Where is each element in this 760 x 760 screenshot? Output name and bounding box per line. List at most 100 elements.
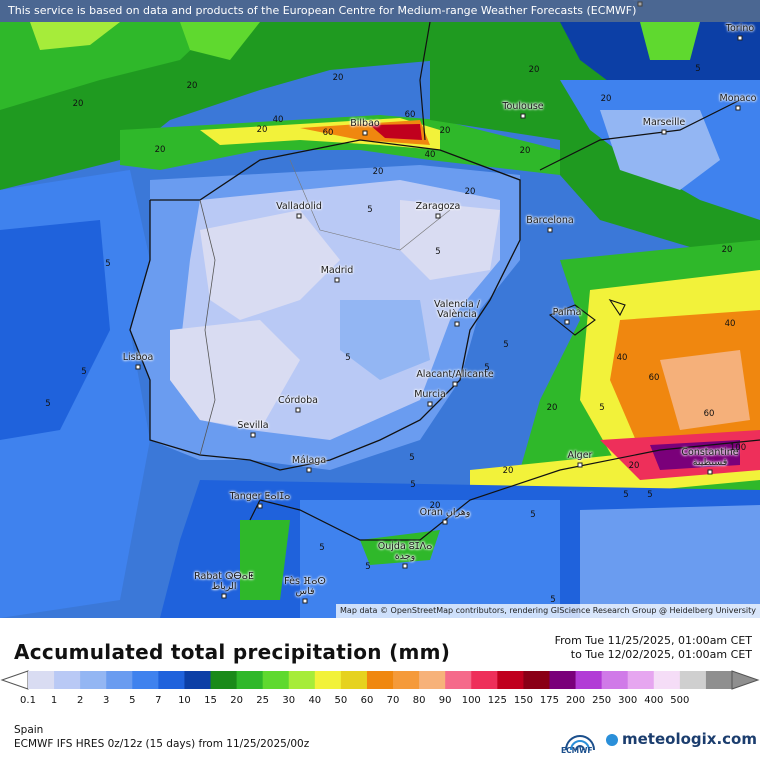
colorbar-swatch [106,671,133,689]
city-label: Lisboa [122,352,154,363]
contour-label: 40 [272,115,284,125]
contour-label: 40 [424,150,436,160]
contour-label: 5 [647,490,653,500]
city-marker[interactable] [577,462,583,468]
contour-label: 5 [623,490,629,500]
city-marker[interactable] [302,598,308,604]
city-label: Marseille [642,117,686,128]
contour-label: 60 [404,110,416,120]
city-marker[interactable] [735,105,741,111]
colorbar-tick: 400 [644,695,664,706]
precipitation-map[interactable]: LyonTorinoMonacoToulouseMarseilleBilbaoV… [0,0,760,618]
colorbar-tick: 20 [230,695,243,706]
city-marker[interactable] [306,467,312,473]
colorbar-swatch [80,671,107,689]
colorbar-tick: 25 [256,695,270,706]
colorbar-swatch [705,671,733,689]
meteologix-brand-text: meteologix.com [622,730,757,748]
colorbar-swatch [28,671,55,689]
city-marker[interactable] [547,227,553,233]
city-label: Palma [552,307,582,318]
colorbar-swatch [549,671,577,689]
colorbar-swatch [158,671,185,689]
period-from: From Tue 11/25/2025, 01:00am CET [554,634,752,647]
colorbar-tick: 40 [308,695,322,706]
contour-label: 40 [724,319,736,329]
contour-label: 5 [409,453,415,463]
city-marker[interactable] [362,130,368,136]
ecmwf-logo-icon [565,735,595,751]
map-attribution: Map data © OpenStreetMap contributors, r… [336,604,760,618]
city-label: Monaco [719,93,757,104]
colorbar-tick: 5 [129,695,136,706]
city-marker[interactable] [564,319,570,325]
city-marker[interactable] [257,503,263,509]
city-marker[interactable] [250,432,256,438]
city-label: Valladolid [276,201,322,212]
city-marker[interactable] [435,213,441,219]
period-to: to Tue 12/02/2025, 01:00am CET [570,648,752,661]
contour-label: 20 [372,167,384,177]
colorbar-swatch [627,671,655,689]
contour-label: 5 [503,340,509,350]
contour-label: 20 [464,187,476,197]
colorbar-swatch [366,671,394,689]
colorbar-min-arrow [0,670,29,690]
contour-label: 5 [365,562,371,572]
colorbar-swatch [679,671,707,689]
contour-label: 20 [72,99,84,109]
contour-label: 5 [81,367,87,377]
city-marker[interactable] [454,321,460,327]
city-marker[interactable] [135,364,141,370]
colorbar-tick: 500 [670,695,690,706]
contour-label: 20 [256,125,268,135]
city-marker[interactable] [334,277,340,283]
colorbar-max-arrow [731,670,760,690]
colorbar [0,670,760,690]
contour-label: 100 [729,443,747,453]
city-marker[interactable] [295,407,301,413]
colorbar-tick: 7 [155,695,162,706]
city-marker[interactable] [520,113,526,119]
colorbar-tick: 50 [334,695,348,706]
colorbar-swatch [288,671,316,689]
colorbar-tick: 0.1 [20,695,36,706]
city-marker[interactable] [221,593,227,599]
city-label: Murcia [414,389,446,400]
city-marker[interactable] [296,213,302,219]
city-label: Málaga [291,455,327,466]
city-marker[interactable] [737,35,743,41]
city-label: Fès ⴼⴰⵙ فاس [284,576,326,597]
colorbar-swatch [523,671,550,689]
contour-label: 40 [616,353,628,363]
city-marker[interactable] [661,129,667,135]
city-marker[interactable] [427,401,433,407]
contour-label: 20 [628,461,640,471]
colorbar-tick: 175 [539,695,560,706]
contour-label: 20 [528,65,540,75]
meteologix-brand[interactable]: meteologix.com [610,730,757,748]
contour-label: 20 [154,145,166,155]
city-label: Rabat ⵕⴱⴰⵟ الرباط [194,571,254,592]
colorbar-tick: 150 [513,695,533,706]
colorbar-swatch [314,671,342,689]
colorbar-swatch [601,671,629,689]
legend-title: Accumulated total precipitation (mm) [14,640,451,664]
colorbar-swatch [419,671,446,689]
city-label: Oujda ⵓⵊⴷⴰ وجدة [377,541,433,562]
city-marker[interactable] [402,563,408,569]
city-label: Torino [725,23,755,34]
period-range: From Tue 11/25/2025, 01:00am CET to Tue … [555,634,752,662]
city-label: Valencia / València [434,299,480,320]
city-marker[interactable] [452,381,458,387]
colorbar-swatch [210,671,238,689]
city-label: Madrid [320,265,354,276]
colorbar-swatch [236,671,264,689]
contour-label: 5 [319,543,325,553]
city-marker[interactable] [442,519,448,525]
city-label: Toulouse [502,101,544,112]
city-marker[interactable] [707,469,713,475]
contour-label: 20 [502,466,514,476]
contour-label: 5 [550,595,556,605]
colorbar-tick: 100 [461,695,481,706]
